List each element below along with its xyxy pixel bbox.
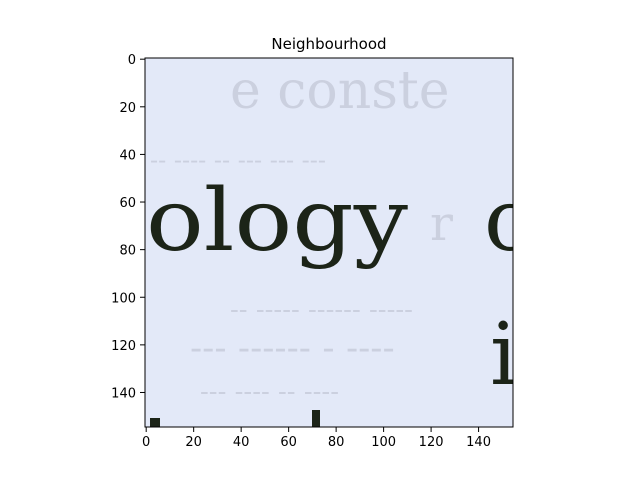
bleed-through-text: e conste -- ---- -- --- --- --- r -- ---… [150, 61, 453, 407]
axes-frame [144, 57, 514, 428]
x-tick-label: 40 [233, 435, 250, 450]
image-background [145, 58, 513, 427]
x-tick-label: 100 [371, 435, 396, 450]
image-panel: e conste -- ---- -- --- --- --- r -- ---… [145, 58, 532, 427]
x-tick-label: 60 [280, 435, 297, 450]
svg-text:-- ---- -- --- --- ---: -- ---- -- --- --- --- [150, 146, 326, 174]
x-tick-label: 120 [419, 435, 444, 450]
y-tick-label: 20 [119, 101, 136, 116]
x-tick-label: 80 [328, 435, 345, 450]
y-tick-label: 120 [111, 339, 136, 354]
svg-text:i: i [490, 305, 518, 405]
y-tick-label: 60 [119, 196, 136, 211]
x-tick-label: 0 [142, 435, 150, 450]
y-tick-label: 80 [119, 244, 136, 259]
x-tick-label: 20 [185, 435, 202, 450]
y-tick-label: 140 [111, 386, 136, 401]
x-axis: 0 20 40 60 80 100 120 140 [142, 427, 491, 450]
chart-title: Neighbourhood [271, 35, 386, 53]
svg-text:--- ------ - ----: --- ------ - ---- [190, 328, 395, 369]
y-axis: 0 20 40 60 80 100 120 140 [111, 53, 145, 401]
y-tick-label: 40 [119, 148, 136, 163]
svg-text:e conste: e conste [230, 61, 450, 121]
printed-word: ology c i [146, 171, 532, 427]
svg-text:--- ---- -- ----: --- ---- -- ---- [200, 377, 339, 407]
svg-text:-- ----- ------ -----: -- ----- ------ ----- [230, 295, 413, 325]
svg-text:r: r [430, 196, 453, 252]
y-tick-label: 0 [128, 53, 136, 68]
y-tick-label: 100 [111, 291, 136, 306]
x-tick-label: 140 [466, 435, 491, 450]
svg-text:c: c [484, 171, 532, 271]
svg-text:ology: ology [146, 171, 408, 271]
